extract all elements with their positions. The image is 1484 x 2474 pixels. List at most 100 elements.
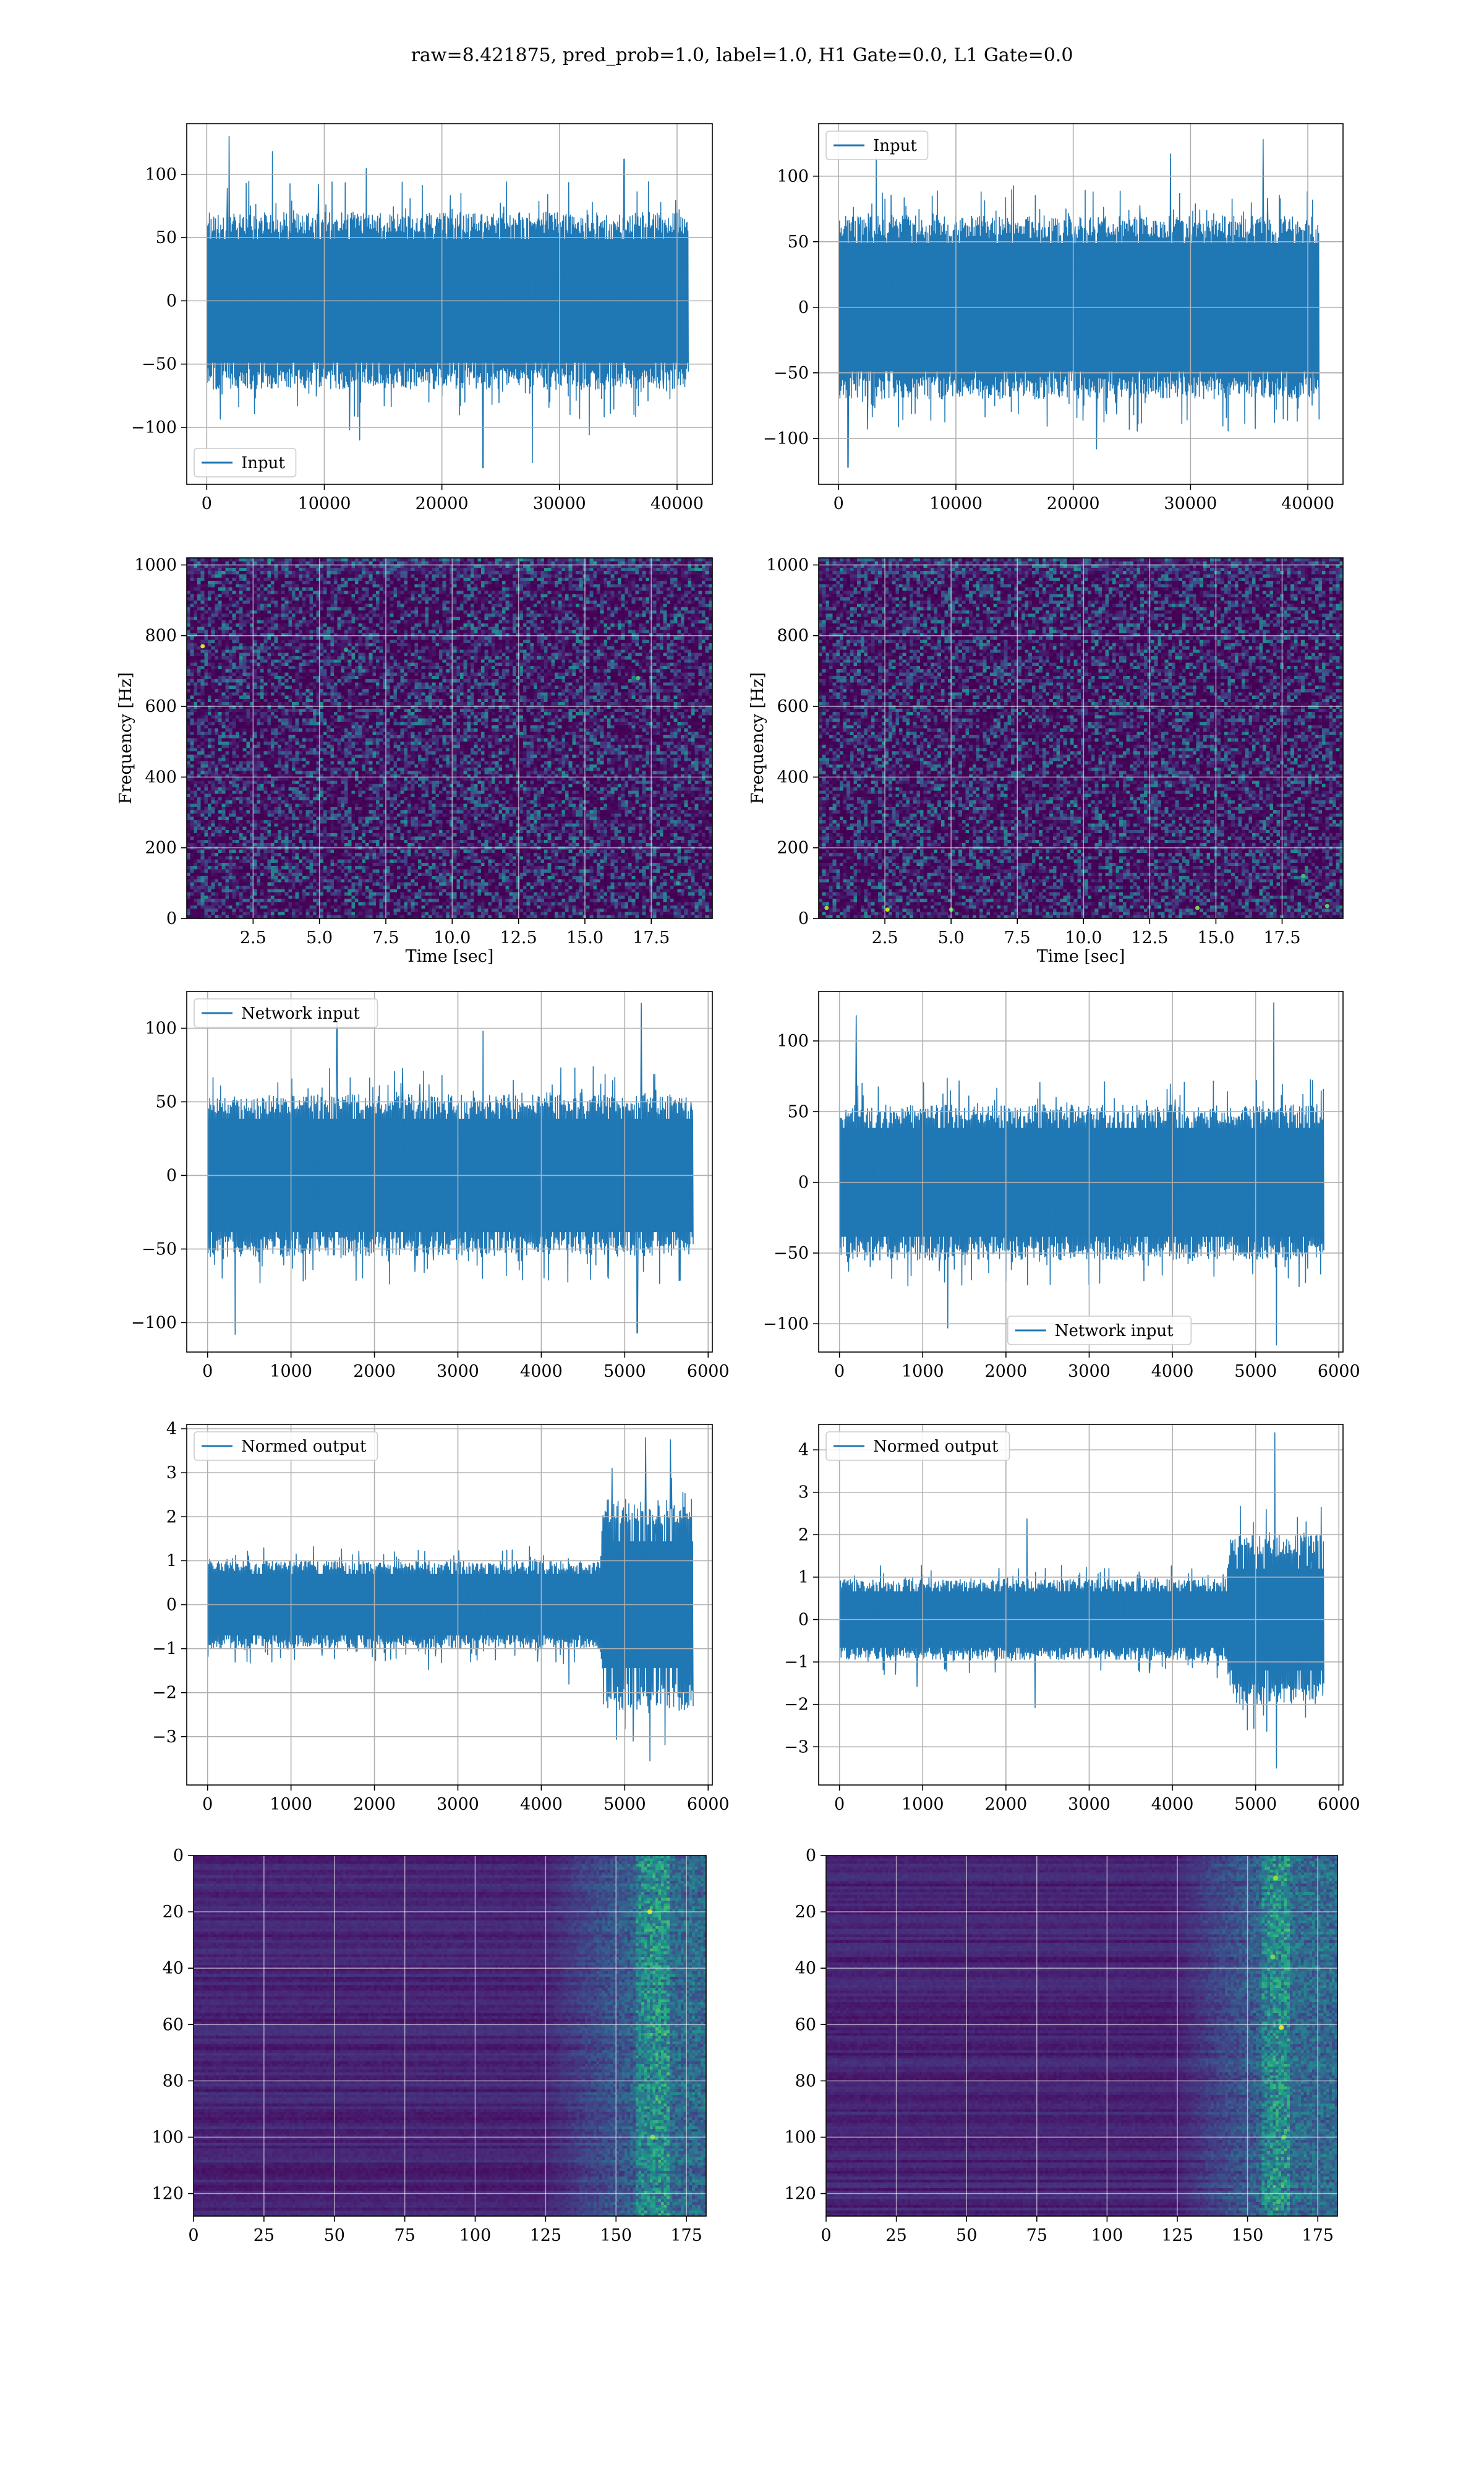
heatmap-hotspot	[1270, 1954, 1275, 1959]
x-tick-label: 125	[530, 2226, 562, 2245]
y-tick-label: 100	[145, 1019, 177, 1038]
y-tick-label: −100	[763, 429, 809, 448]
x-tick-label: 0	[202, 1362, 213, 1381]
heatmap-hotspot	[1325, 904, 1329, 908]
plot-area	[819, 124, 1343, 484]
x-tick-label: 6000	[687, 1795, 730, 1814]
y-tick-label: 3	[166, 1463, 177, 1483]
y-tick-label: 120	[151, 2185, 184, 2204]
y-tick-label: 60	[795, 2015, 816, 2034]
x-tick-label: 3000	[1068, 1362, 1111, 1381]
x-tick-label: 5000	[1234, 1795, 1277, 1814]
heatmap-hotspot	[200, 644, 205, 648]
x-tick-label: 17.5	[633, 928, 670, 948]
x-tick-label: 2000	[353, 1362, 396, 1381]
x-tick-label: 40000	[650, 494, 704, 513]
y-tick-label: 600	[145, 697, 177, 716]
x-tick-label: 5.0	[306, 928, 333, 948]
y-tick-label: 1000	[766, 555, 809, 575]
y-tick-label: 1000	[134, 555, 177, 575]
chart-r3c1: 0 1000 2000 3000 4000 5000 6000−100−50050100Ne…	[131, 991, 730, 1381]
chart-r2c1: 2.5 5.0 7.5 10.0 12.5 15.0 17.5020040060080010…	[116, 555, 713, 966]
legend: Network input	[1008, 1316, 1192, 1345]
x-axis-label: Time [sec]	[406, 947, 494, 966]
x-tick-label: 0	[202, 494, 212, 513]
y-tick-label: 100	[151, 2128, 184, 2147]
legend-label: Normed output	[241, 1437, 367, 1456]
x-tick-label: 2000	[353, 1795, 396, 1814]
x-tick-label: 3000	[437, 1795, 479, 1814]
y-tick-label: 0	[166, 291, 177, 310]
y-tick-label: −1	[784, 1653, 809, 1672]
x-tick-label: 0	[834, 1362, 845, 1381]
legend: Input	[194, 448, 296, 477]
y-tick-label: 800	[145, 627, 177, 646]
x-tick-label: 2000	[984, 1795, 1027, 1814]
x-tick-label: 75	[1026, 2226, 1047, 2245]
legend-label: Input	[241, 454, 285, 473]
y-tick-label: 3	[798, 1483, 809, 1502]
heatmap-hotspot	[1276, 2199, 1281, 2204]
legend: Normed output	[826, 1432, 1010, 1460]
x-tick-label: 6000	[1318, 1362, 1360, 1381]
x-tick-label: 5.0	[938, 928, 965, 948]
heatmap-hotspot	[676, 881, 680, 885]
x-tick-label: 10.0	[433, 928, 471, 948]
y-tick-label: 0	[806, 1846, 816, 1865]
y-tick-label: 100	[777, 1032, 809, 1051]
plot-area	[819, 1424, 1343, 1785]
y-tick-label: 0	[166, 1596, 177, 1615]
y-tick-label: 20	[795, 1903, 816, 1922]
y-tick-label: 4	[798, 1440, 809, 1460]
y-tick-label: −50	[774, 364, 809, 383]
x-tick-label: 50	[324, 2226, 345, 2245]
series-line	[840, 1433, 1324, 1768]
x-tick-label: 25	[254, 2226, 275, 2245]
heatmap-hotspot	[1273, 1875, 1278, 1880]
heatmap-hotspot	[636, 676, 640, 680]
x-tick-label: 20000	[1047, 494, 1100, 513]
x-tick-label: 10000	[929, 494, 983, 513]
x-tick-label: 150	[1232, 2226, 1264, 2245]
y-tick-label: 50	[156, 1092, 177, 1111]
y-tick-label: 40	[795, 1959, 816, 1978]
x-tick-label: 15.0	[566, 928, 603, 948]
series-line	[838, 139, 1319, 467]
plot-area	[819, 558, 1344, 919]
y-tick-label: 400	[145, 768, 177, 787]
x-tick-label: 1000	[902, 1362, 944, 1381]
series-line	[207, 137, 688, 468]
y-tick-label: −3	[152, 1727, 177, 1747]
heatmap-hotspot	[824, 905, 829, 910]
x-tick-label: 40000	[1281, 494, 1334, 513]
y-tick-label: 0	[798, 1173, 809, 1192]
y-tick-label: 100	[784, 2128, 816, 2147]
x-tick-label: 75	[394, 2226, 415, 2245]
x-tick-label: 100	[1091, 2226, 1124, 2245]
x-tick-label: 12.5	[1131, 928, 1168, 948]
heatmap-cells	[194, 1856, 707, 2217]
y-tick-label: 60	[163, 2015, 184, 2034]
x-tick-label: 1000	[270, 1795, 312, 1814]
heatmap-hotspot	[344, 648, 348, 652]
y-tick-label: 2	[166, 1507, 177, 1526]
y-tick-label: 40	[163, 1959, 184, 1978]
y-tick-label: 200	[145, 839, 177, 858]
y-tick-label: 50	[788, 233, 809, 252]
y-tick-label: 200	[777, 839, 809, 858]
x-tick-label: 2000	[984, 1362, 1027, 1381]
x-tick-label: 30000	[1164, 494, 1217, 513]
y-tick-label: 0	[166, 1166, 177, 1185]
x-tick-label: 0	[202, 1795, 213, 1814]
y-tick-label: 20	[163, 1903, 184, 1922]
x-tick-label: 7.5	[372, 928, 399, 948]
y-tick-label: 400	[777, 768, 809, 787]
legend-label: Input	[873, 137, 917, 155]
y-tick-label: 100	[777, 167, 809, 186]
y-tick-label: 0	[166, 909, 177, 928]
heatmap-cells	[819, 558, 1344, 919]
x-tick-label: 0	[188, 2226, 198, 2245]
